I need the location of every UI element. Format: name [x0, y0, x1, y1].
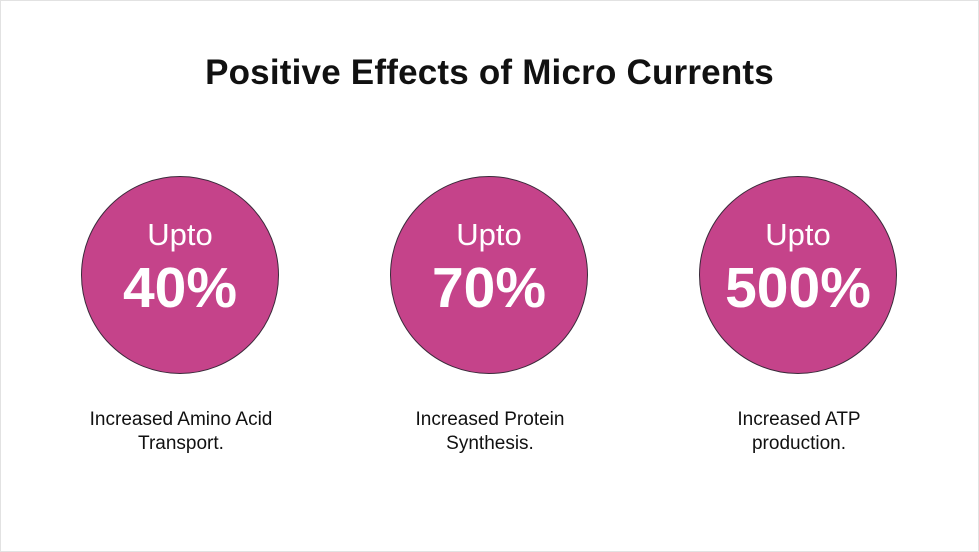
stat-circle: Upto 70%	[390, 176, 588, 374]
caption-line: Increased ATP	[737, 409, 861, 430]
stat-prefix: Upto	[147, 217, 213, 252]
caption-line: production.	[751, 433, 846, 454]
stat-caption: Increased Amino Acid Transport.	[61, 408, 301, 456]
stat-value: 500%	[725, 256, 871, 320]
stat-circle: Upto 500%	[699, 176, 897, 374]
caption-line: Increased Amino Acid	[89, 409, 273, 430]
stat-circle: Upto 40%	[81, 176, 279, 374]
stat-caption: Increased ATP production.	[679, 408, 919, 456]
caption-line: Increased Protein	[415, 409, 565, 430]
page-title: Positive Effects of Micro Currents	[205, 53, 774, 92]
stat-prefix: Upto	[765, 217, 831, 252]
stat-prefix: Upto	[456, 217, 522, 252]
stat-value: 70%	[431, 256, 547, 320]
caption-line: Transport.	[138, 433, 224, 454]
stat-caption: Increased Protein Synthesis.	[370, 408, 610, 456]
stat-value: 40%	[122, 256, 238, 320]
caption-line: Synthesis.	[446, 433, 534, 454]
